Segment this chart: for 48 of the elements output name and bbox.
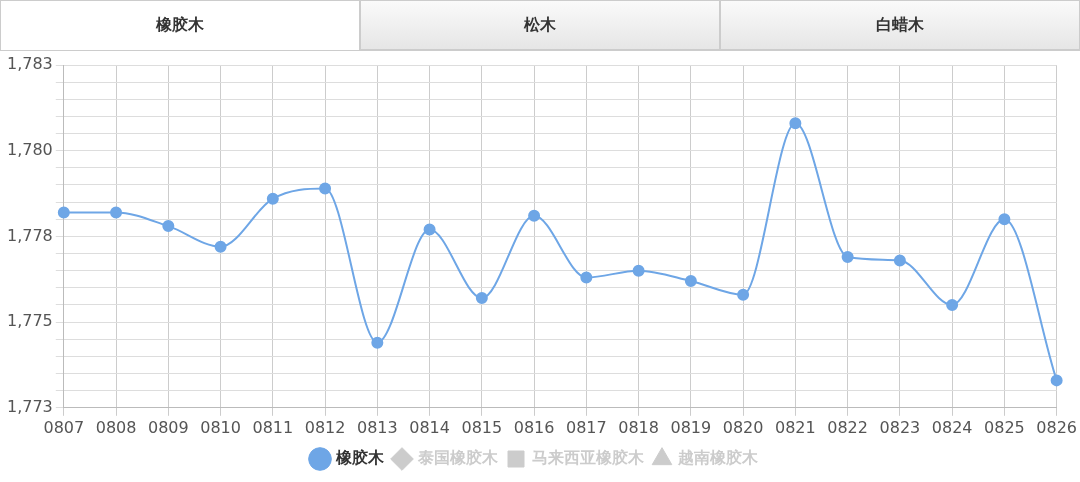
- x-tick-label: 0813: [356, 417, 398, 437]
- y-tick-label: 1,775: [6, 311, 53, 331]
- x-tick-label: 0825: [984, 417, 1025, 437]
- x-tick-label: 0816: [513, 417, 555, 437]
- x-tick-label: 0823: [879, 417, 921, 437]
- point: [946, 298, 959, 311]
- x-tick-label: 0824: [931, 417, 973, 437]
- x-tick-label: 0820: [722, 417, 764, 437]
- point: [423, 223, 436, 236]
- y-tick-label: 1,778: [6, 225, 53, 245]
- point: [319, 182, 332, 195]
- x-tick-label: 0821: [775, 417, 816, 437]
- point: [737, 288, 750, 301]
- point: [998, 213, 1011, 226]
- point: [266, 192, 279, 205]
- text: 松木: [360, 0, 720, 50]
- x-tick-label: 0809: [147, 417, 189, 437]
- legend-label: 橡胶木: [335, 448, 385, 468]
- point: [162, 220, 175, 233]
- point: [110, 206, 123, 219]
- x-tick-label: 0819: [670, 417, 712, 437]
- text: 白蜡木: [720, 0, 1080, 50]
- point: [214, 240, 227, 253]
- point: [371, 336, 384, 349]
- x-tick-label: 0822: [827, 417, 868, 437]
- x-tick-label: 0826: [1036, 417, 1077, 437]
- x-tick-label: 0814: [409, 417, 450, 437]
- x-tick-label: 0812: [304, 417, 346, 437]
- x-tick-label: 0811: [252, 417, 294, 437]
- point: [528, 209, 541, 222]
- y-tick-label: 1,773: [6, 396, 53, 416]
- point: [475, 292, 488, 305]
- x-tick-label: 0808: [95, 417, 137, 437]
- point: [893, 254, 906, 267]
- x-tick-label: 0810: [200, 417, 241, 437]
- x-tick-label: 0818: [618, 417, 659, 437]
- point: [1050, 374, 1063, 387]
- y-tick-label: 1,783: [6, 54, 53, 74]
- point: [580, 271, 593, 284]
- x-tick-label: 0817: [565, 417, 607, 437]
- text: 橡胶木: [0, 0, 360, 50]
- y-tick-label: 1,780: [6, 139, 53, 159]
- x-tick-label: 0807: [43, 417, 85, 437]
- point: [841, 250, 854, 263]
- point: [789, 117, 802, 130]
- x-tick-label: 0815: [461, 417, 503, 437]
- point: [684, 274, 697, 287]
- point: [632, 264, 645, 277]
